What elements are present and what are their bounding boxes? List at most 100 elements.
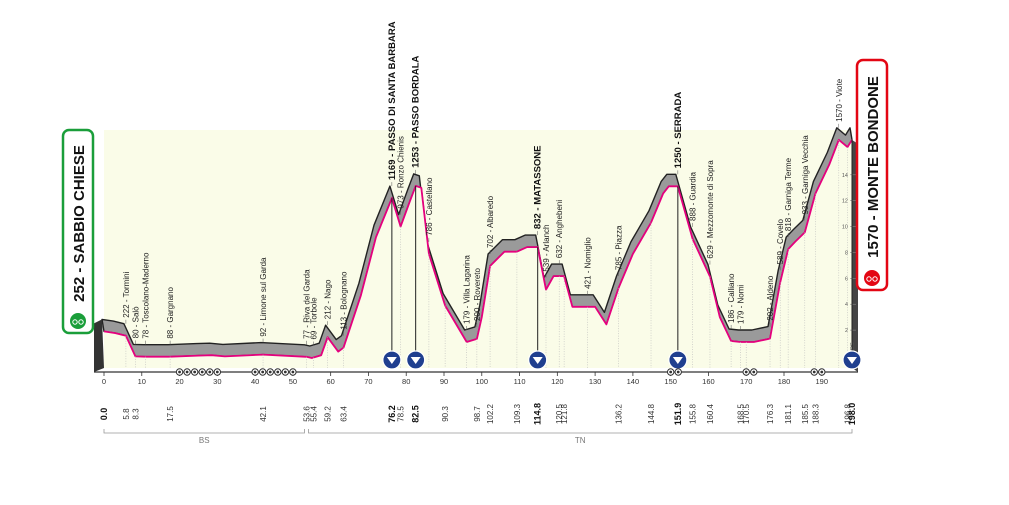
km-label: 185.5 bbox=[801, 403, 810, 424]
start-flag-label: 252 - SABBIO CHIESE bbox=[71, 145, 88, 302]
km-label: 82.5 bbox=[411, 405, 421, 423]
x-tick-label: 70 bbox=[364, 377, 372, 386]
place-label: 1169 - PASSO DI SANTA BARBARA bbox=[387, 21, 398, 180]
place-label: 186 - Calliano bbox=[727, 273, 736, 323]
km-label: 76.2 bbox=[387, 405, 397, 423]
side-tick-label: 14 bbox=[842, 173, 848, 179]
x-tick-label: 20 bbox=[175, 377, 183, 386]
km-label: 188.3 bbox=[811, 403, 820, 424]
checkpoint-dot bbox=[268, 370, 272, 374]
km-label: 181.1 bbox=[784, 403, 793, 424]
km-label: 120.5 bbox=[555, 403, 564, 424]
place-label: 421 - Nomiglio bbox=[584, 237, 593, 289]
place-label: 1253 - PASSO BORDALA bbox=[411, 55, 422, 167]
road-line bbox=[103, 138, 853, 359]
side-tick-label: 2 bbox=[845, 328, 848, 334]
start-flag-box bbox=[61, 128, 95, 335]
km-label: 55.4 bbox=[309, 406, 318, 422]
place-label: 973 - Ronzo Chienis bbox=[397, 136, 406, 208]
place-label: 632 - Anghebeni bbox=[555, 200, 564, 258]
x-tick-label: 190 bbox=[816, 377, 829, 386]
x-tick-label: 60 bbox=[326, 377, 334, 386]
x-tick-label: 50 bbox=[289, 377, 297, 386]
checkpoint-dot bbox=[669, 370, 673, 374]
region-label: TN bbox=[575, 436, 586, 445]
checkpoint-dot bbox=[276, 370, 280, 374]
x-tick-label: 100 bbox=[476, 377, 489, 386]
km-label: 78.5 bbox=[397, 406, 406, 422]
km-label: 151.9 bbox=[673, 403, 683, 426]
place-label: 539 - Arlanch bbox=[542, 225, 551, 272]
x-tick-label: 10 bbox=[138, 377, 146, 386]
km-label: 102.2 bbox=[486, 403, 495, 424]
place-label: 202 - Aldeno bbox=[766, 275, 775, 320]
x-tick-label: 90 bbox=[440, 377, 448, 386]
km-label: 0.0 bbox=[99, 408, 109, 421]
x-tick-label: 180 bbox=[778, 377, 791, 386]
finish-flag-label: 1570 - MONTE BONDONE bbox=[865, 76, 882, 258]
checkpoint-dot bbox=[193, 370, 197, 374]
sprint-triangle-icon bbox=[532, 357, 543, 364]
start-flag: 252 - SABBIO CHIESE bbox=[61, 128, 95, 335]
bike-wheel-icon bbox=[78, 319, 84, 325]
finish-flag-box bbox=[855, 58, 889, 292]
km-label: 42.1 bbox=[259, 406, 268, 422]
checkpoint-dot bbox=[744, 370, 748, 374]
place-label: 212 - Nago bbox=[324, 279, 333, 319]
place-label: 1570 - Viote bbox=[835, 78, 844, 122]
x-tick-label: 160 bbox=[702, 377, 715, 386]
sprint-triangle-icon bbox=[672, 357, 683, 364]
place-label: 702 - Albaredo bbox=[486, 195, 495, 248]
region-bracket bbox=[103, 429, 305, 434]
place-label: 933 - Garniga Vecchia bbox=[801, 135, 810, 215]
km-label: 17.5 bbox=[166, 406, 175, 422]
place-label: 629 - Mezzomonte di Sopra bbox=[706, 160, 715, 259]
sprint-triangle-icon bbox=[410, 357, 421, 364]
km-label: 160.4 bbox=[706, 403, 715, 424]
place-label: 888 - Guardia bbox=[689, 171, 698, 220]
km-label: 168.5 bbox=[737, 403, 746, 424]
checkpoint-dot bbox=[291, 370, 295, 374]
bike-icon bbox=[864, 270, 880, 286]
side-tick-label: 10 bbox=[842, 225, 848, 231]
x-tick-label: 0 bbox=[102, 377, 106, 386]
km-label: 196.8 bbox=[843, 403, 852, 424]
km-label: 198.0 bbox=[847, 403, 857, 426]
place-label: 78 - Toscolano-Maderno bbox=[142, 252, 151, 339]
place-label: 589 - Covelo bbox=[776, 218, 785, 264]
checkpoint-dot bbox=[283, 370, 287, 374]
checkpoint-dot bbox=[178, 370, 181, 374]
sprint-triangle-icon bbox=[386, 357, 397, 364]
km-label: 98.7 bbox=[473, 406, 482, 422]
place-label: 818 - Garniga Terme bbox=[784, 157, 793, 231]
place-label: 200 - Rovereto bbox=[473, 267, 482, 320]
x-tick-label: 30 bbox=[213, 377, 221, 386]
x-tick-label: 130 bbox=[589, 377, 602, 386]
bike-icon bbox=[70, 313, 86, 329]
checkpoint-dot bbox=[215, 370, 219, 374]
x-tick-label: 150 bbox=[664, 377, 677, 386]
km-label: 5.8 bbox=[122, 408, 131, 420]
checkpoint-dot bbox=[752, 370, 756, 374]
km-label: 170.5 bbox=[742, 403, 751, 424]
km-label: 144.8 bbox=[647, 403, 656, 424]
bike-wheel-icon bbox=[872, 276, 878, 282]
region-label: BS bbox=[199, 436, 210, 445]
region-bracket bbox=[308, 429, 853, 434]
x-tick-label: 80 bbox=[402, 377, 410, 386]
place-label: 832 - MATASSONE bbox=[533, 145, 544, 229]
profile-start-wall bbox=[94, 319, 104, 372]
place-label: 69 - Torbole bbox=[309, 297, 318, 340]
km-label: 155.8 bbox=[689, 403, 698, 424]
profile-area bbox=[104, 139, 852, 368]
place-label: 786 - Castellano bbox=[425, 177, 434, 236]
place-label: 785 - Piazza bbox=[615, 225, 624, 270]
x-tick-label: 140 bbox=[627, 377, 640, 386]
x-tick-label: 120 bbox=[551, 377, 564, 386]
place-label: 179 - Nomi bbox=[737, 285, 746, 324]
side-unit-label: SDS bbox=[850, 342, 856, 354]
place-label: 92 - Limone sul Garda bbox=[259, 257, 268, 337]
place-label: 1250 - SERRADA bbox=[673, 92, 684, 169]
checkpoint-dot bbox=[200, 370, 204, 374]
km-label: 63.4 bbox=[340, 406, 349, 422]
